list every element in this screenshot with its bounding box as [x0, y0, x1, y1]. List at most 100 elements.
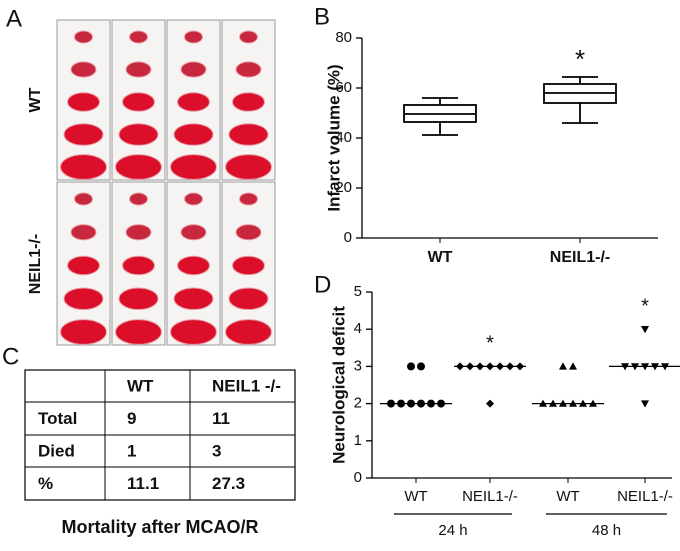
significance-label: *	[575, 44, 585, 74]
panel-label: C	[2, 343, 19, 370]
data-point	[427, 399, 435, 408]
data-point	[559, 362, 567, 370]
table-cell: 27.3	[212, 474, 245, 493]
data-point	[569, 362, 577, 370]
brain-slice	[177, 255, 210, 276]
data-point	[496, 362, 504, 371]
brain-slice	[235, 61, 262, 78]
table-caption: Mortality after MCAO/R	[61, 517, 258, 537]
table-cell: 11.1	[127, 474, 159, 493]
table-cell: 9	[127, 409, 136, 428]
significance-label: *	[641, 295, 649, 317]
table-cell: 3	[212, 441, 221, 460]
data-point	[486, 362, 494, 371]
table-cell: 11	[212, 409, 230, 428]
data-point	[417, 399, 425, 408]
brain-slice	[74, 30, 93, 44]
photo-frame	[221, 181, 276, 346]
brain-slice	[232, 92, 265, 112]
x-tick-label: NEIL1-/-	[617, 488, 673, 505]
table-header: NEIL1 -/-	[212, 376, 281, 395]
data-point	[407, 362, 415, 371]
brain-slice	[180, 224, 207, 241]
panel-label: B	[314, 3, 330, 30]
data-point	[621, 363, 629, 371]
brain-slice	[125, 224, 152, 241]
table-cell: Died	[38, 441, 75, 460]
x-tick-label: NEIL1-/-	[462, 488, 518, 505]
brain-slice	[184, 192, 203, 206]
brain-slice	[232, 255, 265, 276]
data-point	[549, 399, 557, 407]
brain-slice	[228, 123, 269, 146]
data-point	[589, 399, 597, 407]
brain-slice	[177, 92, 210, 112]
data-point	[641, 363, 649, 371]
y-axis-title: Neurological deficit	[329, 306, 348, 464]
y-tick-label: 3	[354, 357, 362, 374]
data-point	[466, 362, 474, 371]
y-tick-label: 0	[344, 229, 352, 246]
brain-slice	[118, 287, 159, 311]
y-tick-label: 1	[354, 432, 362, 449]
panel-label: D	[314, 271, 331, 298]
brain-slice	[70, 61, 97, 78]
x-tick-label: WT	[556, 488, 579, 505]
data-point	[417, 362, 425, 371]
brain-slice	[170, 154, 217, 180]
brain-slice	[129, 192, 148, 206]
row-label: WT	[27, 87, 44, 112]
y-tick-label: 40	[335, 129, 352, 146]
brain-slice	[129, 30, 148, 44]
group-label: 24 h	[438, 522, 467, 539]
table-cell: 1	[127, 441, 136, 460]
brain-slice	[118, 123, 159, 146]
brain-slice	[63, 123, 104, 146]
panel-label: A	[6, 5, 22, 32]
data-point	[476, 362, 484, 371]
row-label: NEIL1-/-	[27, 234, 44, 294]
data-point	[641, 326, 649, 334]
brain-slice	[63, 287, 104, 311]
data-point	[407, 399, 415, 408]
brain-slice	[67, 255, 100, 276]
data-point	[569, 399, 577, 407]
y-tick-label: 4	[354, 320, 362, 337]
data-point	[579, 399, 587, 407]
brain-slice	[228, 287, 269, 311]
brain-slice	[70, 224, 97, 241]
brain-slice	[239, 192, 258, 206]
data-point	[661, 363, 669, 371]
data-point	[486, 399, 494, 408]
brain-slice	[122, 255, 155, 276]
y-tick-label: 0	[354, 469, 362, 486]
brain-slice	[173, 123, 214, 146]
brain-slice	[125, 61, 152, 78]
x-tick-label: WT	[404, 488, 427, 505]
brain-slice	[239, 30, 258, 44]
brain-slice	[60, 319, 107, 345]
y-tick-label: 60	[335, 79, 352, 96]
brain-slice	[180, 61, 207, 78]
y-axis-title: Infarct volume (%)	[324, 64, 343, 211]
data-point	[641, 400, 649, 408]
brain-slice	[60, 154, 107, 180]
brain-slice	[74, 192, 93, 206]
data-point	[456, 362, 464, 371]
y-tick-label: 2	[354, 395, 362, 412]
data-point	[559, 399, 567, 407]
y-tick-label: 80	[335, 29, 352, 46]
brain-slice	[115, 154, 162, 180]
x-tick-label: WT	[428, 249, 453, 266]
brain-slice	[173, 287, 214, 311]
y-tick-label: 20	[335, 179, 352, 196]
x-tick-label: NEIL1-/-	[550, 249, 610, 266]
data-point	[387, 399, 395, 408]
data-point	[437, 399, 445, 408]
brain-slice	[170, 319, 217, 345]
brain-slice	[122, 92, 155, 112]
data-point	[651, 363, 659, 371]
group-label: 48 h	[592, 522, 621, 539]
brain-slice	[184, 30, 203, 44]
